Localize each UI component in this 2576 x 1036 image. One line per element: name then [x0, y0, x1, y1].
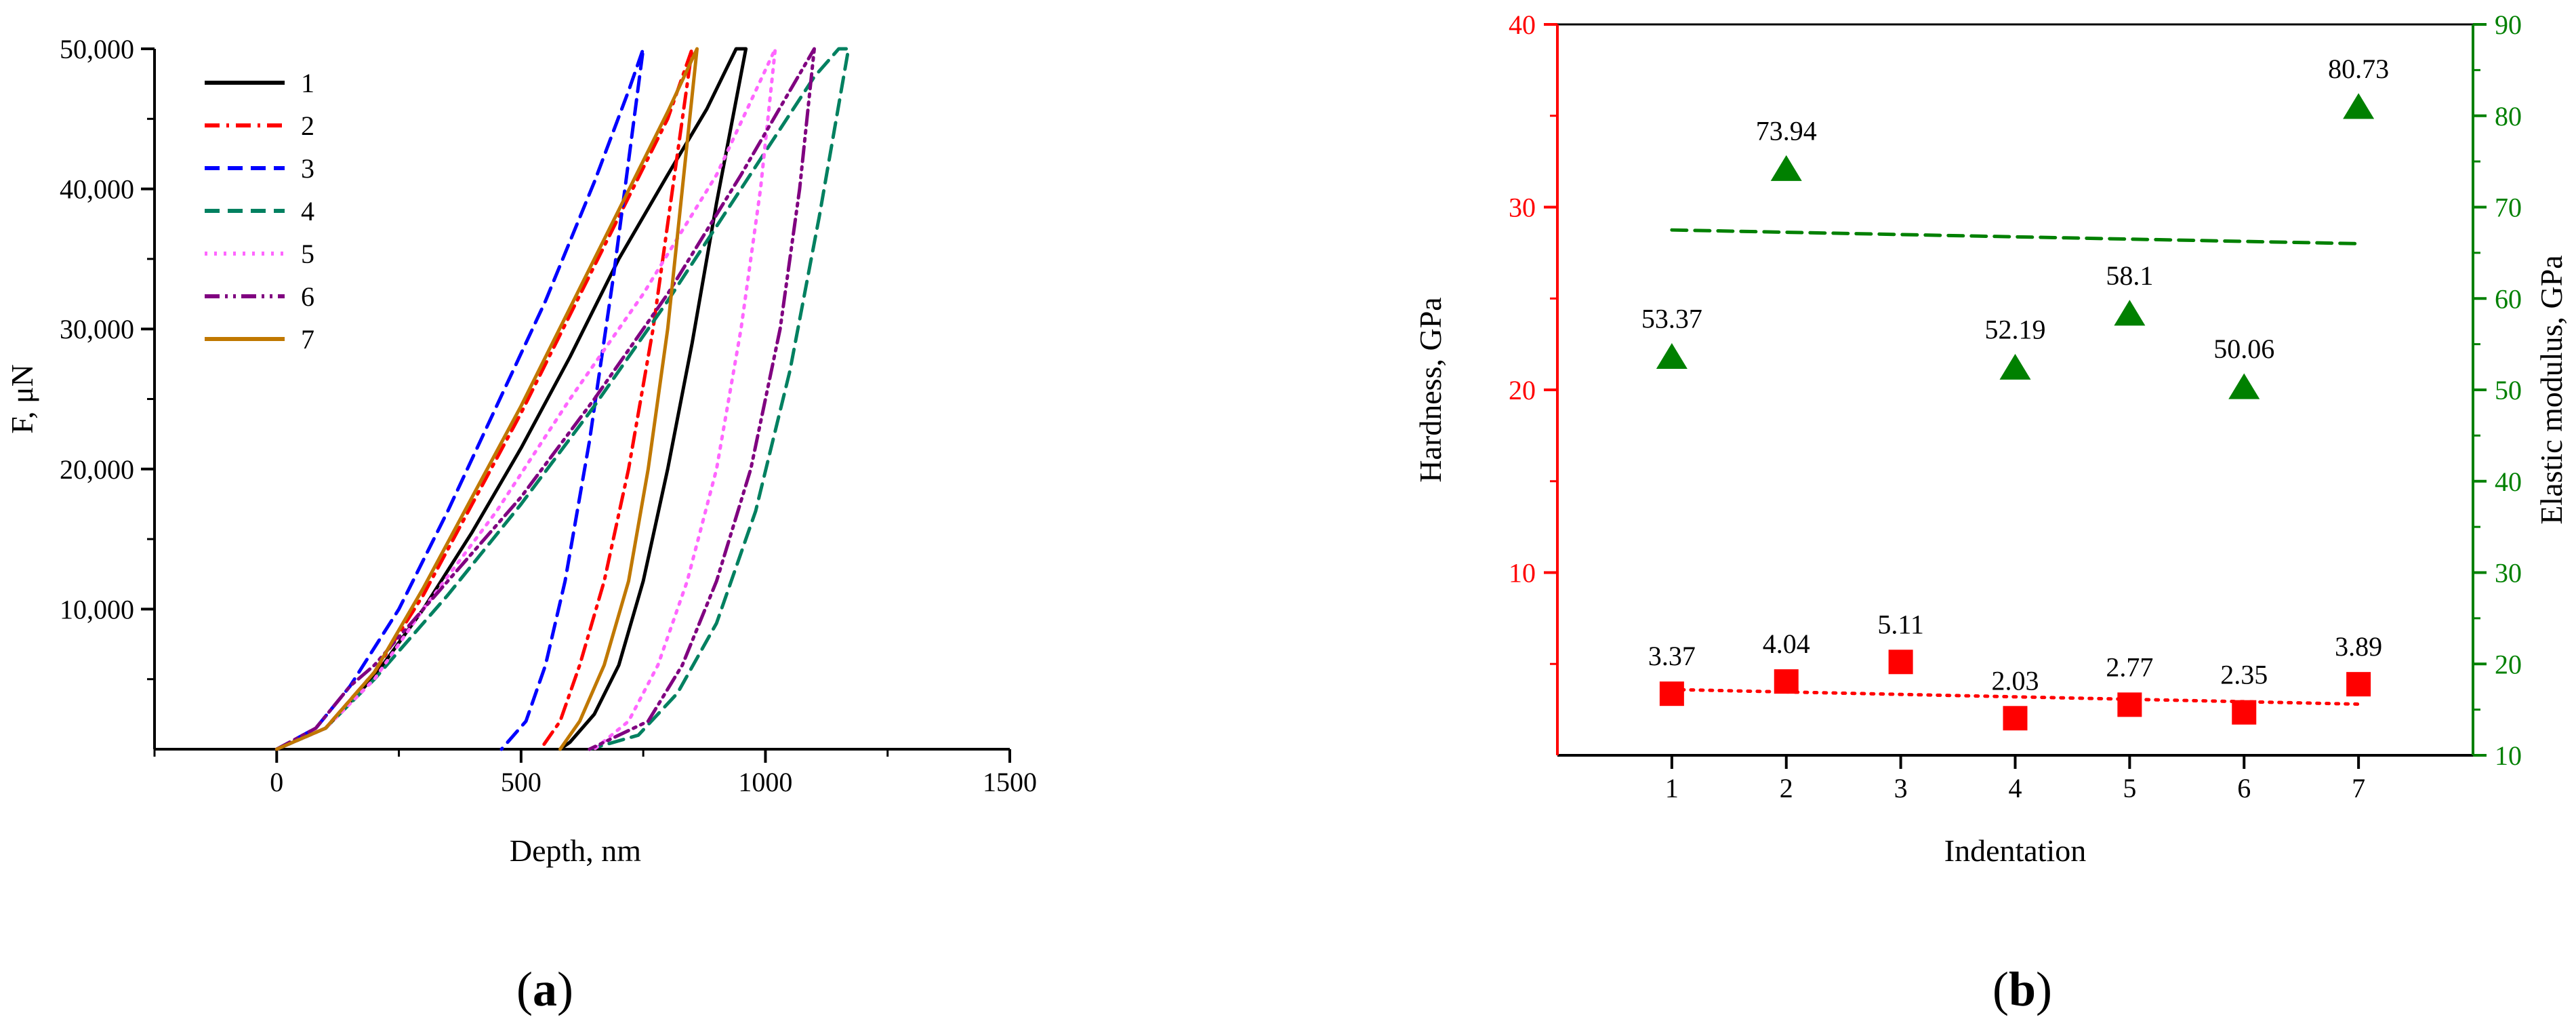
panel-b-modulus-data-label: 73.94	[1756, 115, 1817, 146]
panel-b-left-tick-label: 30	[1509, 193, 1536, 223]
panel-b-hardness-data-label: 5.11	[1877, 609, 1924, 639]
panel-a-y-tick-label: 30,000	[60, 314, 134, 344]
panel-a-series-6-curve	[274, 47, 816, 751]
panel-b-hardness-point	[1774, 669, 1799, 694]
panel-b-right-tick-label: 80	[2495, 101, 2522, 132]
panel-b-x-tick-label: 4	[2009, 773, 2022, 803]
panel-a-y-tick-label: 40,000	[60, 174, 134, 205]
panel-b-hardness-point	[2117, 692, 2142, 717]
panel-b-modulus-data-label: 53.37	[1641, 304, 1702, 334]
panel-b-modulus-trendline	[1670, 228, 2360, 245]
panel-a-y-tick-label: 10,000	[60, 594, 134, 624]
panel-b-left-tick-label: 40	[1509, 9, 1536, 40]
panel-b-chart: 1 2 3 4 5 6 7 10 20 30 40 10 20 30 40 50 60 70 80 90 Indenta…	[1413, 9, 2569, 868]
panel-b-hardness-data-label: 2.35	[2220, 660, 2268, 690]
panel-b-hardness-point	[2003, 706, 2028, 731]
panel-a-x-axis-title: Depth, nm	[510, 833, 641, 868]
panel-b-hardness-data-label: 2.03	[1992, 665, 2039, 696]
panel-b-right-tick-label: 20	[2495, 649, 2522, 679]
panel-a-x-tick-label: 1500	[983, 767, 1037, 797]
panel-b-hardness-data-label: 2.77	[2106, 652, 2153, 682]
panel-b-modulus-point	[2343, 93, 2375, 119]
panel-a-legend-label: 6	[301, 281, 314, 312]
panel-b-hardness-data-label: 3.89	[2335, 631, 2382, 662]
panel-a-caption: (a)	[516, 962, 573, 1016]
panel-a-y-tick-label: 50,000	[60, 34, 134, 64]
panel-b-right-tick-label: 50	[2495, 375, 2522, 405]
panel-b-modulus-point	[1999, 353, 2031, 380]
panel-b-left-axis-title: Hardness, GPa	[1413, 297, 1448, 482]
panel-b-hardness-point	[1659, 681, 1684, 706]
panel-b-x-tick-label: 6	[2237, 773, 2251, 803]
panel-a-x-tick-label: 1000	[738, 767, 792, 797]
panel-a-y-tick-label: 20,000	[60, 454, 134, 485]
panel-a-legend-label: 5	[301, 239, 314, 269]
panel-b-right-tick-label: 30	[2495, 558, 2522, 589]
panel-a-series-4-curve	[274, 47, 851, 751]
panel-b-right-tick-label: 60	[2495, 283, 2522, 314]
panel-b-modulus-point	[1656, 343, 1688, 370]
panel-a-series-3-curve	[274, 47, 645, 751]
panel-b-modulus-point	[2228, 373, 2260, 399]
panel-b-hardness-data-label: 3.37	[1648, 641, 1696, 671]
panel-b-x-tick-label: 5	[2123, 773, 2136, 803]
panel-b-x-axis-title: Indentation	[1944, 833, 2087, 868]
panel-b-caption: (b)	[1992, 962, 2053, 1016]
panel-a-chart: 0 500 1000 1500 10,000 20,000 30,000 40,000 50,0…	[5, 34, 1037, 868]
panel-b-modulus-data-label: 52.19	[1985, 314, 2046, 344]
panel-b-x-tick-label: 3	[1894, 773, 1908, 803]
panel-a-legend-label: 2	[301, 111, 314, 141]
panel-b-modulus-point	[2114, 300, 2146, 326]
panel-b-hardness-point	[2346, 672, 2371, 697]
panel-a-legend-label: 3	[301, 153, 314, 184]
panel-b-hardness-point	[2232, 700, 2257, 725]
panel-b-modulus-data-label: 80.73	[2328, 54, 2389, 84]
panel-b-hardness-data-label: 4.04	[1763, 629, 1810, 659]
panel-a-series-2-curve	[274, 47, 694, 751]
panel-b-modulus-point	[1770, 155, 1802, 181]
panel-b-right-axis-title: Elastic modulus, GPa	[2534, 255, 2569, 524]
panel-b-hardness-point	[1888, 650, 1913, 675]
panel-a-legend-label: 1	[301, 68, 314, 98]
panel-a-series-7-curve	[274, 47, 699, 751]
panel-b-right-tick-label: 40	[2495, 466, 2522, 497]
panel-a-x-tick-label: 500	[501, 767, 541, 797]
panel-a-series-5-curve	[274, 47, 777, 751]
panel-b-letter: b	[2008, 962, 2037, 1016]
panel-a-legend-label: 7	[301, 324, 314, 355]
panel-b-right-tick-label: 70	[2495, 193, 2522, 223]
panel-b-left-tick-label: 20	[1509, 375, 1536, 405]
panel-a-x-tick-label: 0	[270, 767, 283, 797]
panel-a-series-1-curve	[274, 47, 748, 751]
panel-a-legend-label: 4	[301, 196, 314, 226]
panel-b-x-tick-label: 1	[1665, 773, 1679, 803]
panel-b-right-tick-label: 90	[2495, 9, 2522, 40]
panel-a-letter: a	[532, 962, 557, 1016]
panel-b-modulus-data-label: 50.06	[2213, 334, 2274, 364]
panel-b-x-tick-label: 7	[2352, 773, 2365, 803]
panel-b-left-tick-label: 10	[1509, 558, 1536, 589]
panel-b-right-tick-label: 10	[2495, 740, 2522, 771]
panel-b-modulus-data-label: 58.1	[2106, 260, 2153, 291]
panel-b-x-tick-label: 2	[1780, 773, 1793, 803]
panel-a-y-axis-title: F, μN	[5, 364, 39, 434]
